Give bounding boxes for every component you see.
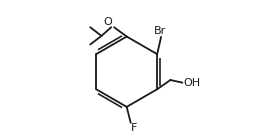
Text: O: O xyxy=(104,17,112,27)
Text: F: F xyxy=(131,123,138,133)
Text: OH: OH xyxy=(183,78,200,88)
Text: Br: Br xyxy=(154,26,167,36)
